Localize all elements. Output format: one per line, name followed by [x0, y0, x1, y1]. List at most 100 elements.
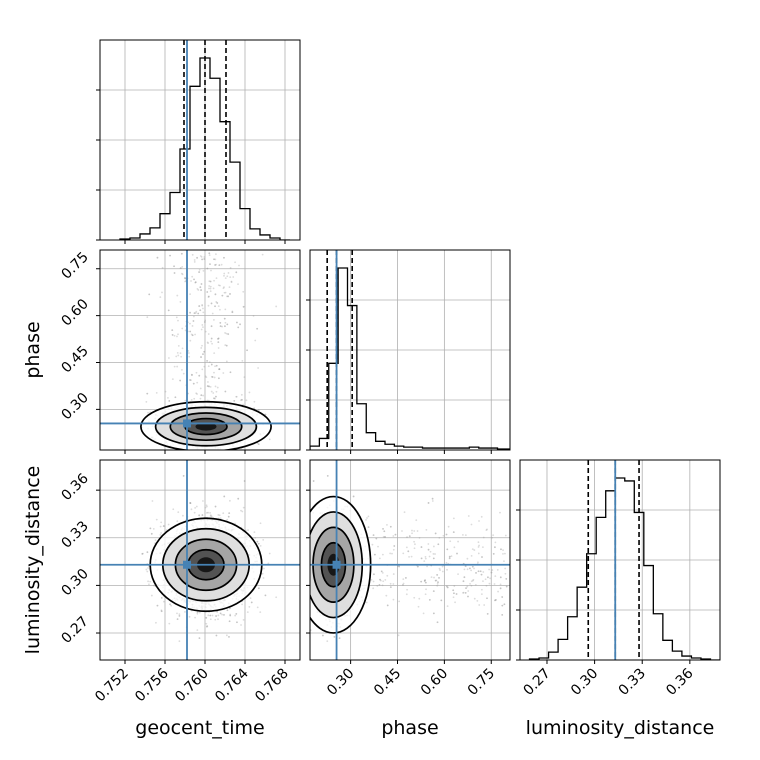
- sample-point: [223, 613, 225, 616]
- sample-point: [222, 287, 225, 290]
- sample-point: [218, 514, 221, 517]
- sample-point: [217, 614, 220, 617]
- sample-point: [198, 637, 201, 640]
- sample-point: [228, 512, 231, 514]
- sample-point: [208, 361, 211, 363]
- sample-point: [189, 293, 191, 296]
- sample-point: [217, 341, 220, 344]
- sample-point: [219, 325, 222, 328]
- sample-point: [181, 347, 184, 350]
- sample-point: [148, 293, 151, 296]
- sample-point: [206, 291, 209, 293]
- sample-point: [208, 287, 210, 290]
- histogram-phase: [310, 267, 510, 450]
- sample-point: [159, 296, 162, 299]
- sample-point: [191, 325, 194, 327]
- sample-point: [209, 290, 212, 293]
- sample-point: [177, 511, 180, 514]
- sample-point: [257, 409, 260, 411]
- sample-point: [203, 321, 206, 323]
- sample-point: [218, 368, 221, 371]
- sample-point: [189, 330, 192, 333]
- sample-point: [223, 495, 226, 498]
- sample-point: [209, 263, 211, 266]
- sample-point: [173, 365, 176, 368]
- sample-point: [215, 454, 217, 456]
- sample-point: [200, 347, 203, 349]
- sample-point: [180, 252, 183, 255]
- sample-point: [146, 570, 149, 573]
- sample-point: [196, 287, 199, 290]
- sample-point: [204, 330, 207, 333]
- sample-point: [214, 305, 216, 308]
- sample-point: [222, 512, 225, 515]
- sample-point: [217, 618, 219, 621]
- sample-point: [141, 552, 144, 555]
- sample-point: [221, 294, 224, 297]
- sample-point: [223, 272, 226, 275]
- sample-point: [207, 296, 210, 298]
- sample-point: [179, 301, 182, 303]
- sample-point: [171, 334, 174, 336]
- sample-point: [217, 337, 219, 340]
- sample-point: [215, 277, 218, 280]
- sample-point: [213, 397, 215, 400]
- sample-point: [190, 508, 193, 511]
- sample-point: [214, 451, 216, 453]
- sample-point: [161, 291, 163, 294]
- sample-point: [146, 316, 149, 319]
- sample-point: [211, 376, 214, 378]
- sample-point: [236, 621, 238, 624]
- sample-point: [142, 552, 144, 555]
- sample-point: [176, 520, 179, 523]
- sample-point: [198, 374, 201, 377]
- sample-point: [181, 265, 184, 268]
- sample-point: [259, 611, 262, 614]
- sample-point: [180, 355, 183, 358]
- sample-point: [189, 379, 191, 381]
- sample-point: [189, 502, 192, 504]
- sample-point: [235, 613, 238, 615]
- sample-point: [169, 254, 171, 257]
- sample-point: [146, 551, 149, 554]
- sample-point: [195, 453, 197, 455]
- sample-point: [211, 312, 214, 315]
- sample-point: [210, 325, 213, 328]
- sample-point: [217, 377, 220, 380]
- sample-point: [170, 604, 173, 607]
- sample-point: [207, 295, 210, 298]
- sample-point: [209, 385, 212, 388]
- sample-point: [207, 333, 210, 335]
- sample-point: [162, 525, 165, 527]
- sample-point: [229, 267, 232, 269]
- sample-point: [168, 622, 171, 625]
- sample-point: [181, 452, 183, 454]
- sample-point: [201, 258, 204, 261]
- sample-point: [215, 364, 218, 367]
- sample-point: [214, 258, 217, 261]
- sample-point: [200, 256, 203, 258]
- sample-point: [249, 597, 252, 600]
- sample-point: [207, 342, 209, 345]
- sample-point: [210, 515, 213, 518]
- sample-point: [226, 295, 228, 298]
- sample-point: [194, 312, 197, 314]
- sample-point: [195, 392, 198, 395]
- sample-point: [213, 352, 216, 355]
- panel-content: [310, 250, 510, 450]
- sample-point: [257, 587, 260, 590]
- sample-point: [215, 390, 218, 393]
- sample-point: [208, 252, 211, 255]
- sample-point: [176, 365, 179, 368]
- sample-point: [237, 326, 240, 329]
- sample-point: [205, 626, 208, 628]
- sample-point: [193, 511, 196, 514]
- sample-point: [184, 329, 187, 332]
- sample-point: [204, 375, 207, 378]
- sample-point: [160, 521, 163, 524]
- panel-luminosity_distance-vs-geocent_time: 0.752 0.756 0.760 0.764 0.7680.270.300.330.3…: [58, 459, 301, 705]
- sample-point: [179, 352, 182, 355]
- sample-point: [205, 505, 208, 508]
- sample-point: [215, 263, 218, 266]
- sample-point: [229, 613, 232, 616]
